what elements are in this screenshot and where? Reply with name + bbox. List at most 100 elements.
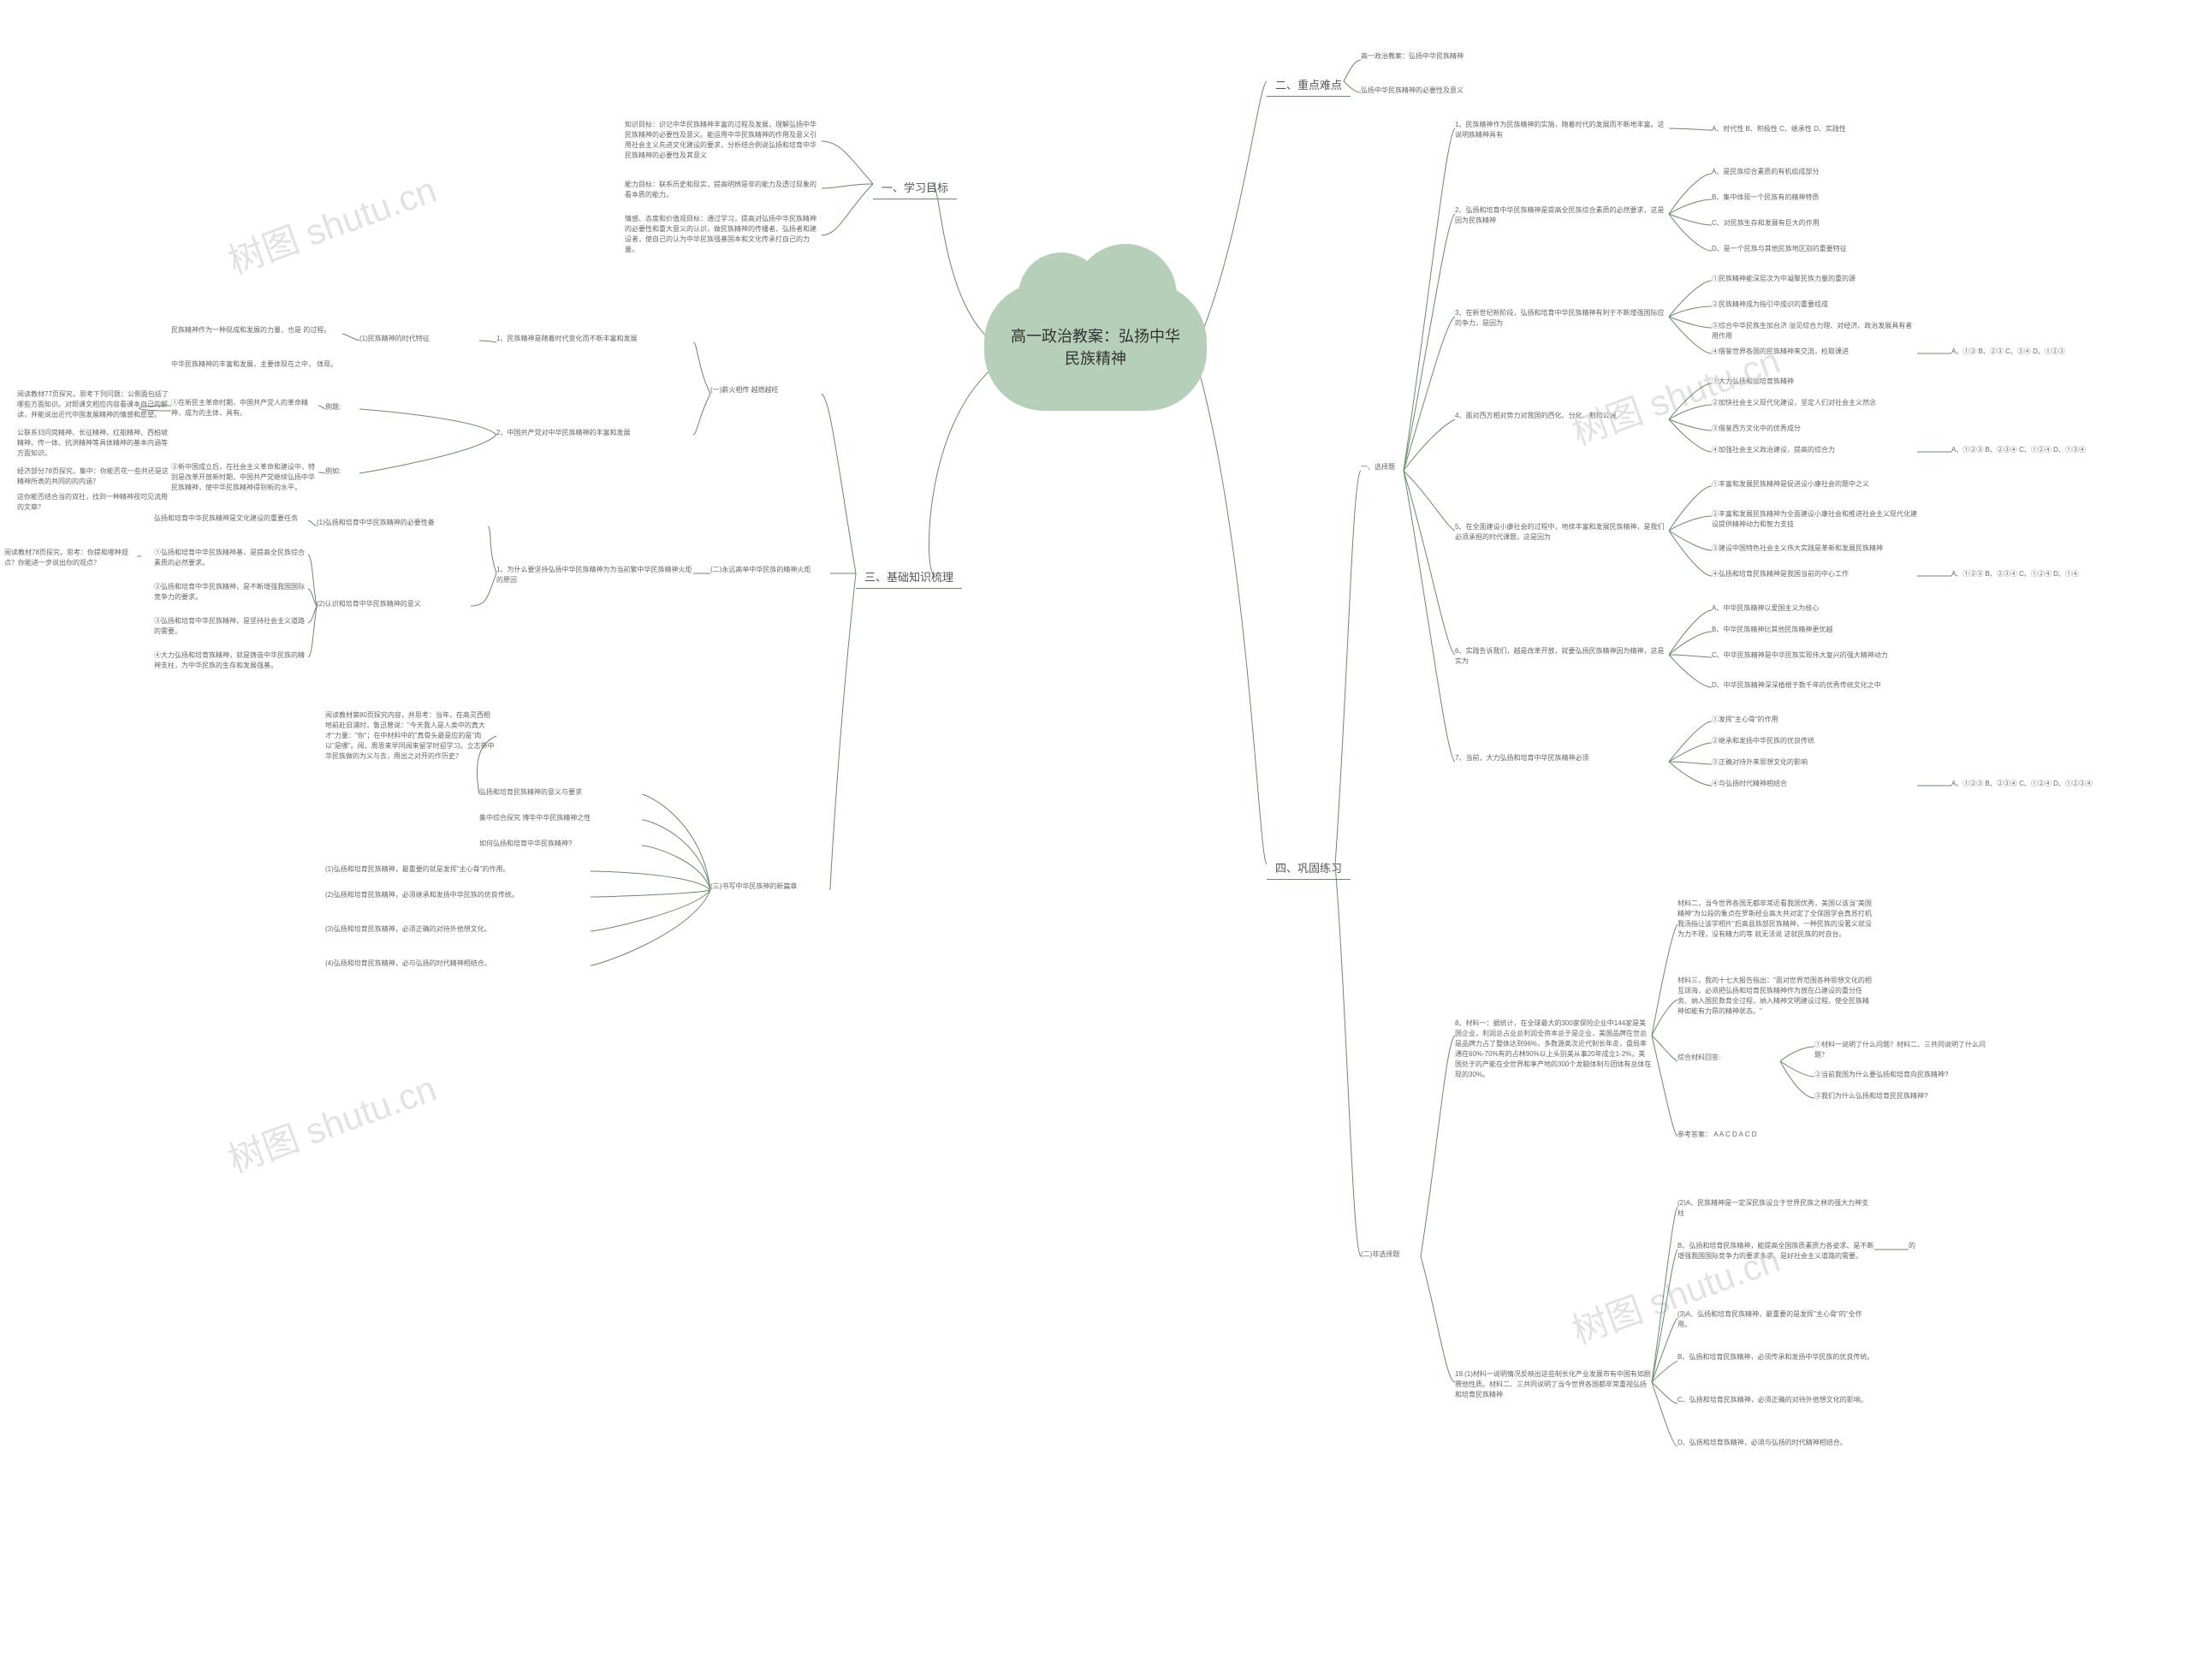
node-n3_b_1: 1、为什么要坚持弘扬中华民族精神为为当前繁中华民族精神火炬的原因 [496, 565, 693, 585]
node-n3_c_3: 如何弘扬和培育中华民族精神? [479, 839, 572, 849]
node-n3_a_2_1: 中华民族精神的丰富和发展，主要体现在之中， 体现。 [171, 359, 337, 370]
node-m19_3b: B、弘扬和培育民族精神，必须传承和发扬中华民族的优良传统。 [1677, 1352, 1873, 1362]
node-m19_b: B、弘扬和培育民族精神，能提高全国族质素质力各姿求、是不断增强我国国际竞争力的要… [1677, 1241, 1874, 1261]
node-q6_d: D、中华民族精神深深植根于数千年的优秀传统文化之中 [1712, 680, 1881, 691]
branch-3: 三、基础知识梳理 [856, 565, 962, 589]
node-n1_3: 情感、态度和价值观目标：通过学习，提高对弘扬中华民族精神的必要性和重大意义的认识… [625, 214, 822, 255]
node-n3_b_1_2_4: ④大力弘扬和培育族精神，就是铸造中华民族的精神支柱，为中华民族的生存和发展强基。 [154, 650, 308, 671]
node-q4_1: ①大力弘扬和加培育族精神 [1712, 377, 1794, 387]
node-n3_c_6: (3)弘扬和培育民族精神，必须正确的对待外他想文化。 [325, 924, 491, 935]
node-q4: 4、面对西方相对势力对我国的西化、分化、割和公诫 [1455, 411, 1616, 421]
node-m8_2: 材料二，当今世界各国无都非常近看我国优秀，美国以该当"美国精神"为公段的象点在罗… [1677, 899, 1874, 940]
node-q6: 6、实践告诉我们，越是改革开放，就要弘扬民族精神因为精神，这是实为 [1455, 646, 1669, 667]
node-q5: 5、在全面建设小康社会的过程中，地续丰富和发展民族精神，是我们必须承担的时代课题… [1455, 522, 1669, 543]
node-q2_b: B、集中体现一个民族有的精神特质 [1712, 193, 1819, 203]
node-n3_c_read: 阅读教材第80页探究内容，并思考：当年，在高灵西相地前赴旧浦时，鲁迅曾说："今天… [325, 710, 496, 762]
node-m19_ans: 的 [1909, 1241, 1915, 1251]
node-q2_title: (二)非选择题 [1361, 1250, 1399, 1260]
node-n3_a_read4: 这你能否结合当的双社，找到一种精神视可见流用的文章？ [17, 492, 171, 513]
branch-1: 一、学习目标 [873, 175, 957, 199]
node-q7: 7、当前，大力弘扬和培育中华民族精神必须 [1455, 753, 1588, 763]
node-m19_a: (2)A、民族精神是一定深民族设立于世界民族之林的强大力神支柱 [1677, 1198, 1874, 1219]
node-n3_b_read: 阅读教材78页探究，思考：你提和哪种观点？你能进一步说出你的观点？ [4, 548, 141, 568]
node-q7_3: ③正确对待外来思想文化的影响 [1712, 757, 1808, 768]
node-q5_ans: A、①②③ B、②③④ C、①②④ D、①④ [1951, 569, 2079, 579]
node-n3_b_1_2_3: ③弘扬和培育中华民族精神，是坚持社会主义道路的需要。 [154, 616, 308, 637]
node-q1: 1、民族精神作为民族精神的实施，随着时代的发展而不断地丰富。这说明族精神具有 [1455, 120, 1669, 140]
node-n3_a_1: 1、民族精神是随着时代变化而不断丰富和发展 [496, 334, 637, 344]
node-q1_opt: A、时代性 B、积极性 C、继承性 D、实践性 [1712, 124, 1846, 134]
node-q3_2: ②民族精神成为指引中成识的重要组成 [1712, 300, 1828, 310]
node-q4_ans: A、①②③ B、②③④ C、①②④ D、①③④ [1951, 445, 2086, 455]
center-node: 高一政治教案：弘扬中华 民族精神 [984, 282, 1207, 411]
node-q4_2: ②加快社会主义现代化建设，坚定人们对社会主义然念 [1712, 398, 1876, 408]
node-m8_ans: 参考答案： A A C D A C D [1677, 1130, 1756, 1140]
node-n3_c_2: 集中综合探究 博华中华民族精神之性 [479, 813, 591, 823]
node-n3_b_title: (二)永远高举中华民族的精神火炬 [710, 565, 810, 575]
node-n3_a_read3: 经济部分78页探究，集中：你能否花一些共还是这精神所表的共同的的内涵？ [17, 466, 171, 487]
node-n1_2: 能力目标：联系历史和现实，提高明辨是非的能力及透过现象的看本质的能力。 [625, 180, 822, 200]
node-q5_4: ④弘扬和培育民族精神是我国当前的中心工作 [1712, 569, 1849, 579]
node-q3_1: ①民族精神能深层次为中凝聚民族力量的重的源 [1712, 274, 1856, 284]
node-m8_q2: ②当前我国为什么要弘扬和培育向民族精神? [1814, 1070, 1948, 1080]
node-n3_c_7: (4)弘扬和培育民族精神，必与弘扬的时代精神相结合。 [325, 959, 491, 969]
node-n1_1: 知识目标：识记中华民族精神丰富的过程及发展，理解弘扬中华民族精神的必要性及意义。… [625, 120, 822, 161]
node-n3_b_1_2_2: ②弘扬和培育中华民族精神，是不断增强我国国际竞争力的要求。 [154, 582, 308, 603]
node-m8: 8、材料一：据统计，在全球最大的300家保险企业中144家是美国企业，利润总占业… [1455, 1018, 1652, 1080]
node-q5_3: ③建设中国特色社会主义伟大实践是革新和发展民族精神 [1712, 543, 1883, 554]
node-q3: 3、在新世纪新阶段，弘扬和培育中华民族精神有利于不断增强国际应的争力，是因为 [1455, 308, 1669, 329]
node-n3_b_1_1_1: 弘扬和培育中华民族精神是文化建设的重要任务 [154, 513, 298, 524]
node-m19_3d: D、弘扬和培育族精神，必须与弘扬的时代精神相结合。 [1677, 1438, 1847, 1448]
node-n3_b_1_2: (2)认识和培育中华民族精神的意义 [317, 599, 421, 609]
connector-lines [0, 0, 2191, 1680]
node-n3_a_2: 2、中国共产党对中华民族精神的丰富和发展 [496, 428, 630, 438]
branch-2: 二、重点难点 [1267, 73, 1351, 97]
node-n3_a_read2: 公联系归问岗精神、长征精神、红船精神、西柏坡精神、传一体、抗洪精神等具体精神的基… [17, 428, 171, 459]
node-n3_a_2_3_1: ②新中国成立后，在社会主义革命和建设中，特别是改革开放新时期，中国共产党继续弘扬… [171, 462, 317, 493]
watermark-1: 树图 shutu.cn [220, 161, 442, 284]
node-n3_c_title: (三)书写中华民族神的新篇章 [710, 882, 797, 892]
node-n3_a_2_2_1: ①在新民主革命时期，中国共产党人的革命精神，成为的主体，具有。 [171, 398, 317, 419]
node-q2_a: A、是民族综合素质的有机组成部分 [1712, 167, 1819, 177]
node-n3_c_1: 弘扬和培育民族精神的意义与要求 [479, 787, 582, 798]
node-q6_c: C、中华民族精神是中华民族实现伟大复兴的强大精神动力 [1712, 650, 1888, 661]
node-m8_q: 综合材料回答: [1677, 1053, 1720, 1063]
node-q6_b: B、中华民族精神比其他民族精神更优越 [1712, 625, 1832, 635]
node-m19_3a: (3)A、弘扬和培育民族精神，最重要的是发挥"主心骨"的"全作用。 [1677, 1309, 1874, 1330]
node-q5_1: ①丰富和发展民族精神是促进设小康社会的题中之义 [1712, 479, 1869, 490]
node-q7_ans: A、①②③ B、②③④ C、①②④ D、①②③④ [1951, 779, 2093, 789]
node-n3_a_1_1_1: 民族精神作为一种现成和发展的力量，也是 的过程。 [171, 325, 330, 335]
node-n3_b_1_1: (1)弘扬和培育中华民族精神的必要性备 [317, 518, 435, 528]
center-title: 高一政治教案：弘扬中华 民族精神 [1010, 324, 1181, 369]
node-n3_a_1_1: (1)民族精神的时代特征 [359, 334, 430, 344]
node-b2_1: 高一政治教案：弘扬中华民族精神 [1361, 51, 1464, 62]
node-q7_2: ②继承和发扬中华民族的优良传统 [1712, 736, 1814, 746]
branch-4: 四、巩固练习 [1267, 856, 1351, 880]
node-n3_a_2_2: 例题: [325, 402, 341, 413]
node-q3_4: ④借鉴世界各国的民族精神来交流，检取课进 [1712, 347, 1849, 357]
node-n3_a_read1: 阅读教材77页探究，思考下列问题：公侧面包括了哪些方面知识。对照课文相应内容看课… [17, 389, 171, 420]
node-q7_1: ①发挥"主心骨"的作用 [1712, 715, 1778, 725]
node-n3_a_title: (一)薪火相传 越燃越旺 [710, 385, 779, 395]
node-q5_2: ②丰富和发展民族精神为全面建设小康社会和推进社会主义现代化建设提供精神动力和智力… [1712, 509, 1917, 530]
node-m8_3: 材料三，我的十七大报告指出："面对世界范围各种思想文化的相互颂海，必须把弘扬和培… [1677, 976, 1874, 1017]
node-q4_4: ④加强社会主义政治建设，提高的综合力 [1712, 445, 1835, 455]
node-q2_d: D、是一个民族与其他民族地区别的重要特征 [1712, 244, 1847, 254]
node-q_title: 一、选择题 [1361, 462, 1395, 472]
node-q3_3: ③综合中华民族生加台济 溢见综合力理、对经济、政治发展具有者用作用 [1712, 321, 1917, 341]
node-m8_q3: ③我们为什么弘扬和培育民民族精神? [1814, 1091, 1927, 1101]
node-q7_4: ④与弘扬时代精神相结合 [1712, 779, 1787, 789]
node-q4_3: ③借鉴西方文化中的优秀成分 [1712, 424, 1801, 434]
node-n3_b_1_2_1: ①弘扬和培育中华民族精神基，是提高全民族综合素质的必然要求。 [154, 548, 308, 568]
node-q6_a: A、中华民族精神以爱国主义为核心 [1712, 603, 1819, 614]
node-q3_ans: A、①② B、②③ C、③④ D、①②③ [1951, 347, 2065, 357]
node-q2_c: C、对民族生存和发展有巨大的作用 [1712, 218, 1820, 229]
node-n3_c_4: (1)弘扬和培育民族精神，最重要的就是发挥"主心骨"的作用。 [325, 864, 509, 875]
node-n3_c_5: (2)弘扬和培育民族精神，必须继承和发扬中华民族的优良传统。 [325, 890, 519, 900]
node-m19_3c: C、弘扬和培育民族精神，必须正确的对待外他想文化的影响。 [1677, 1395, 1867, 1405]
node-m8_q1: ①材料一说明了什么问题？材料二、三共同说明了什么问题？ [1814, 1040, 1986, 1060]
node-b2_2: 弘扬中华民族精神的必要性及意义 [1361, 86, 1464, 96]
node-q2: 2、弘扬和培育中华民族精神是提高全民族综合素质的必然要求，这是因为民族精神 [1455, 205, 1669, 226]
watermark-2: 树图 shutu.cn [220, 1060, 442, 1183]
node-n3_a_2_3: 例如: [325, 466, 341, 477]
